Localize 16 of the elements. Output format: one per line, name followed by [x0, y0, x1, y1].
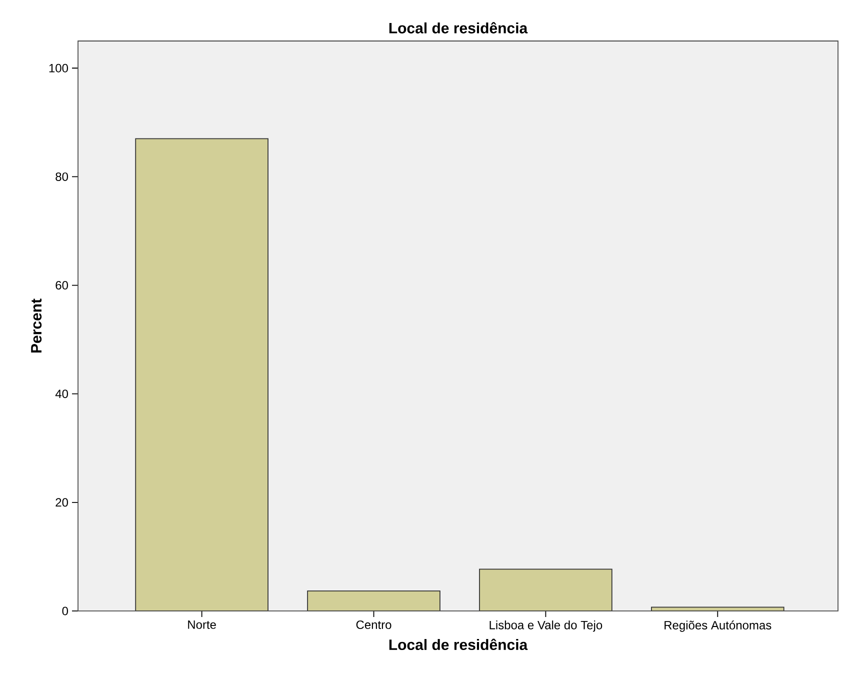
y-tick-label: 40 [55, 390, 68, 398]
chart-title: Local de residência [389, 22, 528, 34]
y-tick-label: 20 [56, 498, 68, 507]
y-axis-title: Percent [31, 298, 42, 352]
y-tick-label: 0 [62, 606, 68, 616]
x-axis-title: Local de residência [389, 638, 528, 650]
x-tick-label: Lisboa e Vale do Tejo [490, 620, 602, 632]
y-tick-label: 80 [56, 172, 68, 181]
bar [136, 138, 268, 611]
y-tick-label: 60 [56, 281, 68, 290]
bar [307, 590, 440, 611]
x-tick-label: Regiões Autónomas [664, 620, 772, 632]
x-tick-label: Centro [356, 620, 392, 630]
bar [479, 568, 612, 611]
y-tick-label: 100 [49, 64, 68, 72]
x-tick-label: Norte [188, 620, 216, 629]
